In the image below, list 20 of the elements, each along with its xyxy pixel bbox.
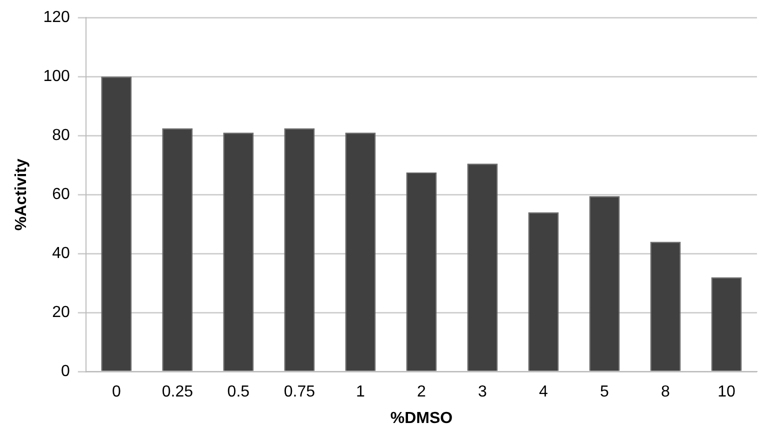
y-tick-label: 20 [52,304,70,322]
x-tick-label: 8 [661,384,670,401]
x-tick-label: 0.5 [227,384,250,401]
x-tick-label: 5 [600,384,610,401]
x-tick-label: 0.25 [162,384,194,401]
y-tick-label: 100 [43,68,70,86]
y-tick-label: 40 [52,245,70,262]
x-tick-label: 2 [416,384,426,401]
x-tick-label: 4 [539,384,548,401]
x-axis-title: %DMSO [390,410,453,427]
y-tick-label: 0 [60,363,70,380]
y-tick-label: 60 [52,186,70,204]
x-tick-label: 0 [112,384,121,401]
y-tick-label: 120 [43,9,70,26]
x-tick-label: 10 [718,384,736,401]
y-tick-label: 80 [52,127,70,144]
x-tick-label: 1 [356,384,365,401]
y-axis-title: %Activity [13,158,30,231]
x-tick-label: 3 [478,384,488,401]
x-tick-label: 0.75 [284,384,316,401]
